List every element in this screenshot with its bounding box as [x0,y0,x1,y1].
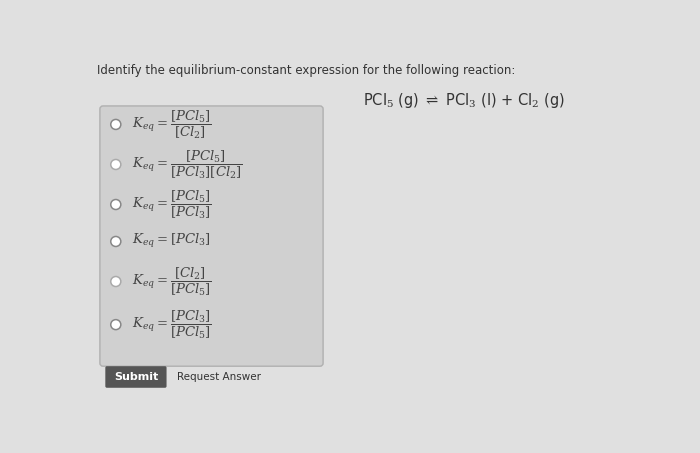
Circle shape [111,320,121,330]
FancyBboxPatch shape [100,106,323,366]
Text: $K_{eq} = \dfrac{[PCl_3]}{[PCl_5]}$: $K_{eq} = \dfrac{[PCl_3]}{[PCl_5]}$ [132,308,212,341]
Circle shape [111,159,121,169]
Circle shape [111,199,121,210]
Text: $K_{eq} = \dfrac{[PCl_5]}{[PCl_3][Cl_2]}$: $K_{eq} = \dfrac{[PCl_5]}{[PCl_3][Cl_2]}… [132,148,244,181]
Circle shape [111,120,121,130]
Text: $K_{eq} = \dfrac{[PCl_5]}{[Cl_2]}$: $K_{eq} = \dfrac{[PCl_5]}{[Cl_2]}$ [132,108,212,140]
Text: PCl$_5$ (g) $\rightleftharpoons$ PCl$_3$ (l) + Cl$_2$ (g): PCl$_5$ (g) $\rightleftharpoons$ PCl$_3$… [363,92,564,111]
Text: $K_{eq} = \dfrac{[Cl_2]}{[PCl_5]}$: $K_{eq} = \dfrac{[Cl_2]}{[PCl_5]}$ [132,265,212,298]
Text: $K_{eq} = \dfrac{[PCl_5]}{[PCl_3]}$: $K_{eq} = \dfrac{[PCl_5]}{[PCl_3]}$ [132,188,212,221]
Text: Submit: Submit [114,372,158,382]
Text: Identify the equilibrium-constant expression for the following reaction:: Identify the equilibrium-constant expres… [97,64,515,77]
Text: $K_{eq} = [PCl_3]$: $K_{eq} = [PCl_3]$ [132,232,211,251]
Circle shape [111,236,121,246]
Text: Request Answer: Request Answer [176,372,260,382]
FancyBboxPatch shape [105,366,167,388]
Circle shape [111,276,121,286]
